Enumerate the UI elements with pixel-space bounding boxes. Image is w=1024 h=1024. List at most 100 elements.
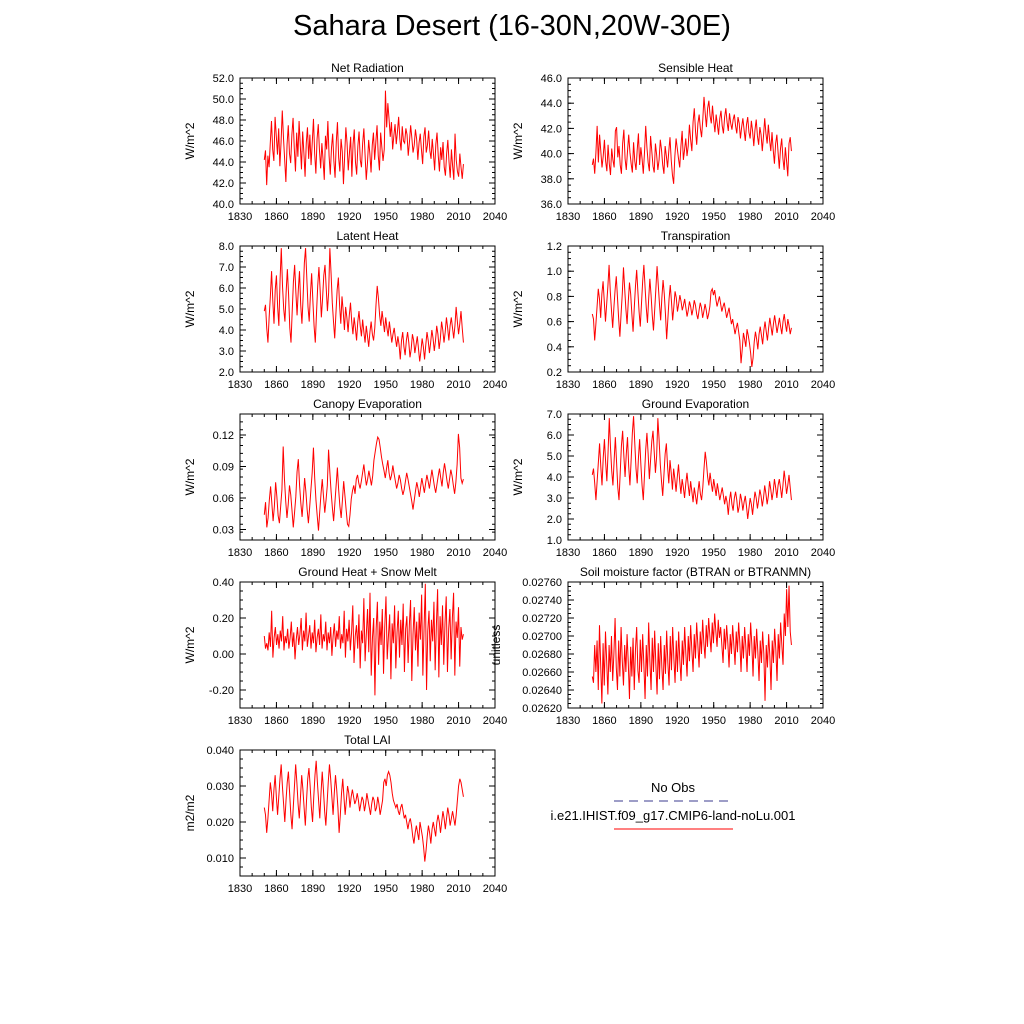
- panel-6: Ground Evaporation 1830 1860 1890 1920 1950 19…: [511, 397, 835, 559]
- x-tick-label: 1950: [373, 211, 397, 223]
- y-tick-label: 3.0: [219, 346, 234, 358]
- x-tick-label: 1920: [665, 547, 689, 559]
- panel-title: Total LAI: [344, 733, 391, 747]
- y-axis-label: unitless: [489, 625, 503, 666]
- y-tick-label: 0.03: [213, 525, 234, 537]
- y-tick-label: 42.0: [541, 123, 562, 135]
- x-tick-label: 1860: [264, 547, 288, 559]
- y-tick-label: 2.0: [547, 514, 562, 526]
- x-tick-label: 2010: [446, 715, 470, 727]
- y-tick-label: 1.2: [547, 241, 562, 253]
- y-axis-label: W/m^2: [511, 458, 525, 495]
- y-tick-label: 5.0: [219, 304, 234, 316]
- x-tick-label: 1890: [629, 715, 653, 727]
- y-tick-label: 0.02740: [522, 595, 562, 607]
- x-tick-label: 1950: [373, 883, 397, 895]
- x-tick-label: 1950: [701, 379, 725, 391]
- y-tick-label: 4.0: [219, 325, 234, 337]
- x-tick-label: 1920: [665, 379, 689, 391]
- panel-title: Ground Heat + Snow Melt: [298, 565, 437, 579]
- panel-title: Transpiration: [661, 229, 731, 243]
- panel-4: Transpiration 1830 1860 1890 1920 1950 1980 201…: [511, 229, 835, 391]
- y-tick-label: 44.0: [213, 157, 234, 169]
- x-tick-label: 2010: [774, 211, 798, 223]
- x-tick-label: 2040: [811, 379, 835, 391]
- panel-9: Total LAI 1830 1860 1890 1920 1950 1980 2010 204…: [183, 733, 507, 895]
- x-tick-label: 1860: [264, 211, 288, 223]
- series-line: [263, 583, 464, 696]
- x-tick-label: 1980: [738, 715, 762, 727]
- x-tick-label: 2040: [483, 715, 507, 727]
- y-tick-label: 48.0: [213, 115, 234, 127]
- y-axis-label: W/m^2: [183, 458, 197, 495]
- x-tick-label: 1860: [592, 379, 616, 391]
- y-tick-label: 44.0: [541, 98, 562, 110]
- x-tick-label: 1950: [373, 547, 397, 559]
- panel-title: Canopy Evaporation: [313, 397, 422, 411]
- x-tick-label: 1980: [738, 547, 762, 559]
- y-tick-label: 0.02760: [522, 577, 562, 589]
- legend-model-label: i.e21.IHIST.f09_g17.CMIP6-land-noLu.001: [551, 808, 796, 823]
- x-tick-label: 2010: [774, 379, 798, 391]
- x-tick-label: 1920: [665, 715, 689, 727]
- series-line: [263, 248, 464, 362]
- y-tick-label: 7.0: [547, 409, 562, 421]
- x-tick-label: 1890: [301, 883, 325, 895]
- y-tick-label: 46.0: [213, 136, 234, 148]
- x-tick-label: 1920: [337, 211, 361, 223]
- y-tick-label: 2.0: [219, 367, 234, 379]
- x-tick-label: 2010: [774, 547, 798, 559]
- y-tick-label: 8.0: [219, 241, 234, 253]
- panel-8: Soil moisture factor (BTRAN or BTRANMN) 1…: [489, 565, 835, 727]
- x-tick-label: 1980: [410, 547, 434, 559]
- panel-title: Soil moisture factor (BTRAN or BTRANMN): [580, 565, 811, 579]
- x-tick-label: 1920: [337, 379, 361, 391]
- y-tick-label: 0.02720: [522, 613, 562, 625]
- y-tick-label: 6.0: [547, 430, 562, 442]
- x-tick-label: 1830: [556, 379, 580, 391]
- x-tick-label: 1860: [592, 211, 616, 223]
- y-tick-label: -0.20: [209, 685, 234, 697]
- x-tick-label: 2010: [446, 547, 470, 559]
- y-tick-label: 0.02660: [522, 667, 562, 679]
- x-tick-label: 1950: [701, 211, 725, 223]
- y-tick-label: 0.8: [547, 291, 562, 303]
- y-tick-label: 0.2: [547, 367, 562, 379]
- x-tick-label: 1980: [410, 715, 434, 727]
- plot-frame: [567, 77, 824, 205]
- panel-title: Net Radiation: [331, 61, 404, 75]
- y-tick-label: 36.0: [541, 199, 562, 211]
- y-tick-label: 0.020: [206, 817, 234, 829]
- x-tick-label: 1830: [556, 715, 580, 727]
- x-tick-label: 2010: [446, 379, 470, 391]
- y-axis-label: W/m^2: [183, 626, 197, 663]
- series-line: [591, 416, 792, 520]
- x-tick-label: 2040: [811, 715, 835, 727]
- series-line: [263, 760, 464, 862]
- y-tick-label: 5.0: [547, 451, 562, 463]
- y-tick-label: 0.02620: [522, 703, 562, 715]
- x-tick-label: 2040: [483, 211, 507, 223]
- y-tick-label: 1.0: [547, 266, 562, 278]
- y-tick-label: 40.0: [541, 149, 562, 161]
- y-tick-label: 52.0: [213, 73, 234, 85]
- x-tick-label: 1830: [228, 379, 252, 391]
- x-tick-label: 1890: [301, 379, 325, 391]
- panel-title: Sensible Heat: [658, 61, 733, 75]
- x-tick-label: 1890: [301, 211, 325, 223]
- x-tick-label: 1860: [264, 883, 288, 895]
- x-tick-label: 1980: [738, 211, 762, 223]
- y-tick-label: 40.0: [213, 199, 234, 211]
- x-tick-label: 1860: [592, 547, 616, 559]
- main-title: Sahara Desert (16-30N,20W-30E): [293, 10, 731, 42]
- x-tick-label: 1980: [410, 883, 434, 895]
- y-axis-label: W/m^2: [183, 290, 197, 327]
- x-tick-label: 1950: [373, 379, 397, 391]
- y-tick-label: 1.0: [547, 535, 562, 547]
- x-tick-label: 2040: [483, 883, 507, 895]
- panel-1: Net Radiation 1830 1860 1890 1920 1950 1980 201…: [183, 61, 507, 223]
- y-tick-label: 0.40: [213, 577, 234, 589]
- y-tick-label: 0.030: [206, 781, 234, 793]
- panel-2: Sensible Heat 1830 1860 1890 1920 1950 1980 201…: [511, 61, 835, 223]
- x-tick-label: 1830: [556, 547, 580, 559]
